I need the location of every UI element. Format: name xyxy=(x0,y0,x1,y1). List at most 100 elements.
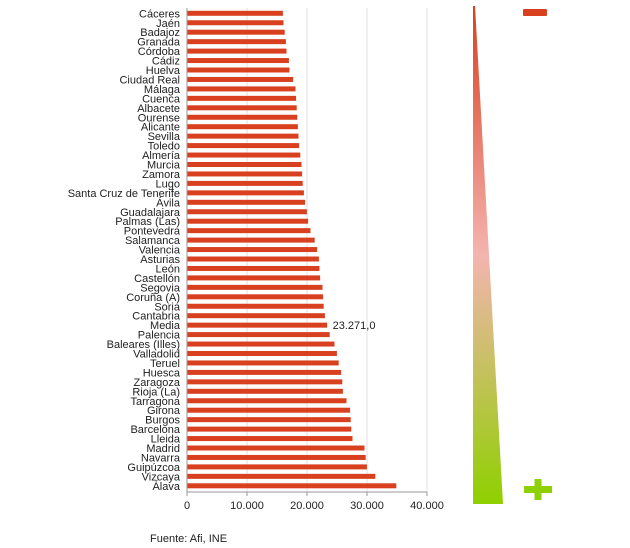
bar xyxy=(187,464,367,470)
category-label: Ciudad Real xyxy=(119,74,180,86)
x-tick-label: 20.000 xyxy=(290,500,324,512)
x-tick-label: 0 xyxy=(184,500,190,512)
category-label: Cáceres xyxy=(139,8,180,20)
bar xyxy=(187,39,286,45)
category-label: Sevilla xyxy=(148,131,181,143)
category-label: Teruel xyxy=(150,358,180,370)
category-label: Cantabria xyxy=(132,311,181,323)
bar xyxy=(187,10,283,16)
bar xyxy=(187,58,289,64)
category-label: Castellón xyxy=(134,273,180,285)
bar xyxy=(187,454,366,460)
bar xyxy=(187,398,347,404)
category-label: Rioja (La) xyxy=(132,386,180,398)
category-label: Zaragoza xyxy=(134,377,181,389)
category-labels: CáceresJaénBadajozGranadaCórdobaCádizHue… xyxy=(68,8,376,493)
category-label: Málaga xyxy=(144,84,181,96)
bar xyxy=(187,341,335,347)
category-label: Toledo xyxy=(148,141,180,153)
category-label: Vizcaya xyxy=(142,471,181,483)
bar xyxy=(187,20,284,26)
category-label: Badajoz xyxy=(140,27,180,39)
source-note: Fuente: Afi, INE xyxy=(150,533,228,545)
bar xyxy=(187,237,315,243)
category-label: León xyxy=(156,263,180,275)
bar xyxy=(187,29,285,35)
bar xyxy=(187,114,298,120)
bar xyxy=(187,95,297,101)
category-label: Salamanca xyxy=(125,235,181,247)
bar xyxy=(187,256,319,262)
bar xyxy=(187,473,376,479)
category-label: Ávila xyxy=(156,196,181,209)
bar xyxy=(187,417,351,423)
category-label: Granada xyxy=(137,37,181,49)
category-label: Coruña (A) xyxy=(126,292,180,304)
bar xyxy=(187,171,303,177)
bar xyxy=(187,303,324,309)
category-label: Madrid xyxy=(146,443,180,455)
gradient-wedge xyxy=(473,6,503,504)
category-label: Pontevedra xyxy=(124,226,181,238)
category-label: Cuenca xyxy=(142,93,181,105)
category-label: Asturias xyxy=(140,254,180,266)
bar xyxy=(187,436,353,442)
bar xyxy=(187,265,320,271)
bar xyxy=(187,124,298,130)
bar xyxy=(187,407,351,413)
minus-icon xyxy=(523,9,547,16)
category-label: Barcelona xyxy=(130,424,180,436)
bar xyxy=(187,152,301,158)
category-label: Alicante xyxy=(141,122,180,134)
category-label: Córdoba xyxy=(138,46,181,58)
bar xyxy=(187,275,321,281)
category-label: Media xyxy=(150,320,181,332)
bar xyxy=(187,105,297,111)
category-label: Cádiz xyxy=(152,56,180,68)
bar xyxy=(187,48,287,54)
category-label: Segovia xyxy=(140,282,181,294)
category-label: Tarragona xyxy=(130,396,180,408)
bar xyxy=(187,86,296,92)
gradient-legend xyxy=(473,6,552,504)
category-label: Soria xyxy=(154,301,181,313)
category-label: Santa Cruz de Tenerife xyxy=(68,188,180,200)
category-label: Baleares (Illes) xyxy=(107,339,180,351)
category-label: Albacete xyxy=(137,103,180,115)
category-label: Palmas (Las) xyxy=(115,216,180,228)
bar xyxy=(187,360,339,366)
bar xyxy=(187,190,304,196)
x-tick-label: 10.000 xyxy=(230,500,264,512)
bar xyxy=(187,388,343,394)
bar xyxy=(187,199,306,205)
bar xyxy=(187,426,352,432)
bar xyxy=(187,322,328,328)
x-tick-label: 30.000 xyxy=(350,500,384,512)
bar xyxy=(187,379,343,385)
bar xyxy=(187,209,307,215)
bar xyxy=(187,483,397,489)
x-axis: 0 10.000 20.000 30.000 40.000 xyxy=(184,8,444,512)
category-label: Álava xyxy=(152,480,180,493)
data-label: 23.271,0 xyxy=(333,320,376,332)
category-label: Valencia xyxy=(139,245,181,257)
plus-icon-vertical xyxy=(534,479,542,500)
category-label: Valladolid xyxy=(133,349,180,361)
bar xyxy=(187,332,330,338)
bar xyxy=(187,284,323,290)
bar xyxy=(187,218,309,224)
x-tick-label: 40.000 xyxy=(410,500,444,512)
category-label: Zamora xyxy=(142,169,181,181)
category-label: Burgos xyxy=(145,415,180,427)
category-label: Murcia xyxy=(147,160,181,172)
bar xyxy=(187,67,290,73)
category-label: Lugo xyxy=(156,178,180,190)
category-label: Guipúzcoa xyxy=(127,462,180,474)
bar xyxy=(187,228,311,234)
bar xyxy=(187,313,325,319)
category-label: Guadalajara xyxy=(120,207,181,219)
bar xyxy=(187,351,337,356)
bar xyxy=(187,133,299,139)
category-label: Girona xyxy=(147,405,181,417)
